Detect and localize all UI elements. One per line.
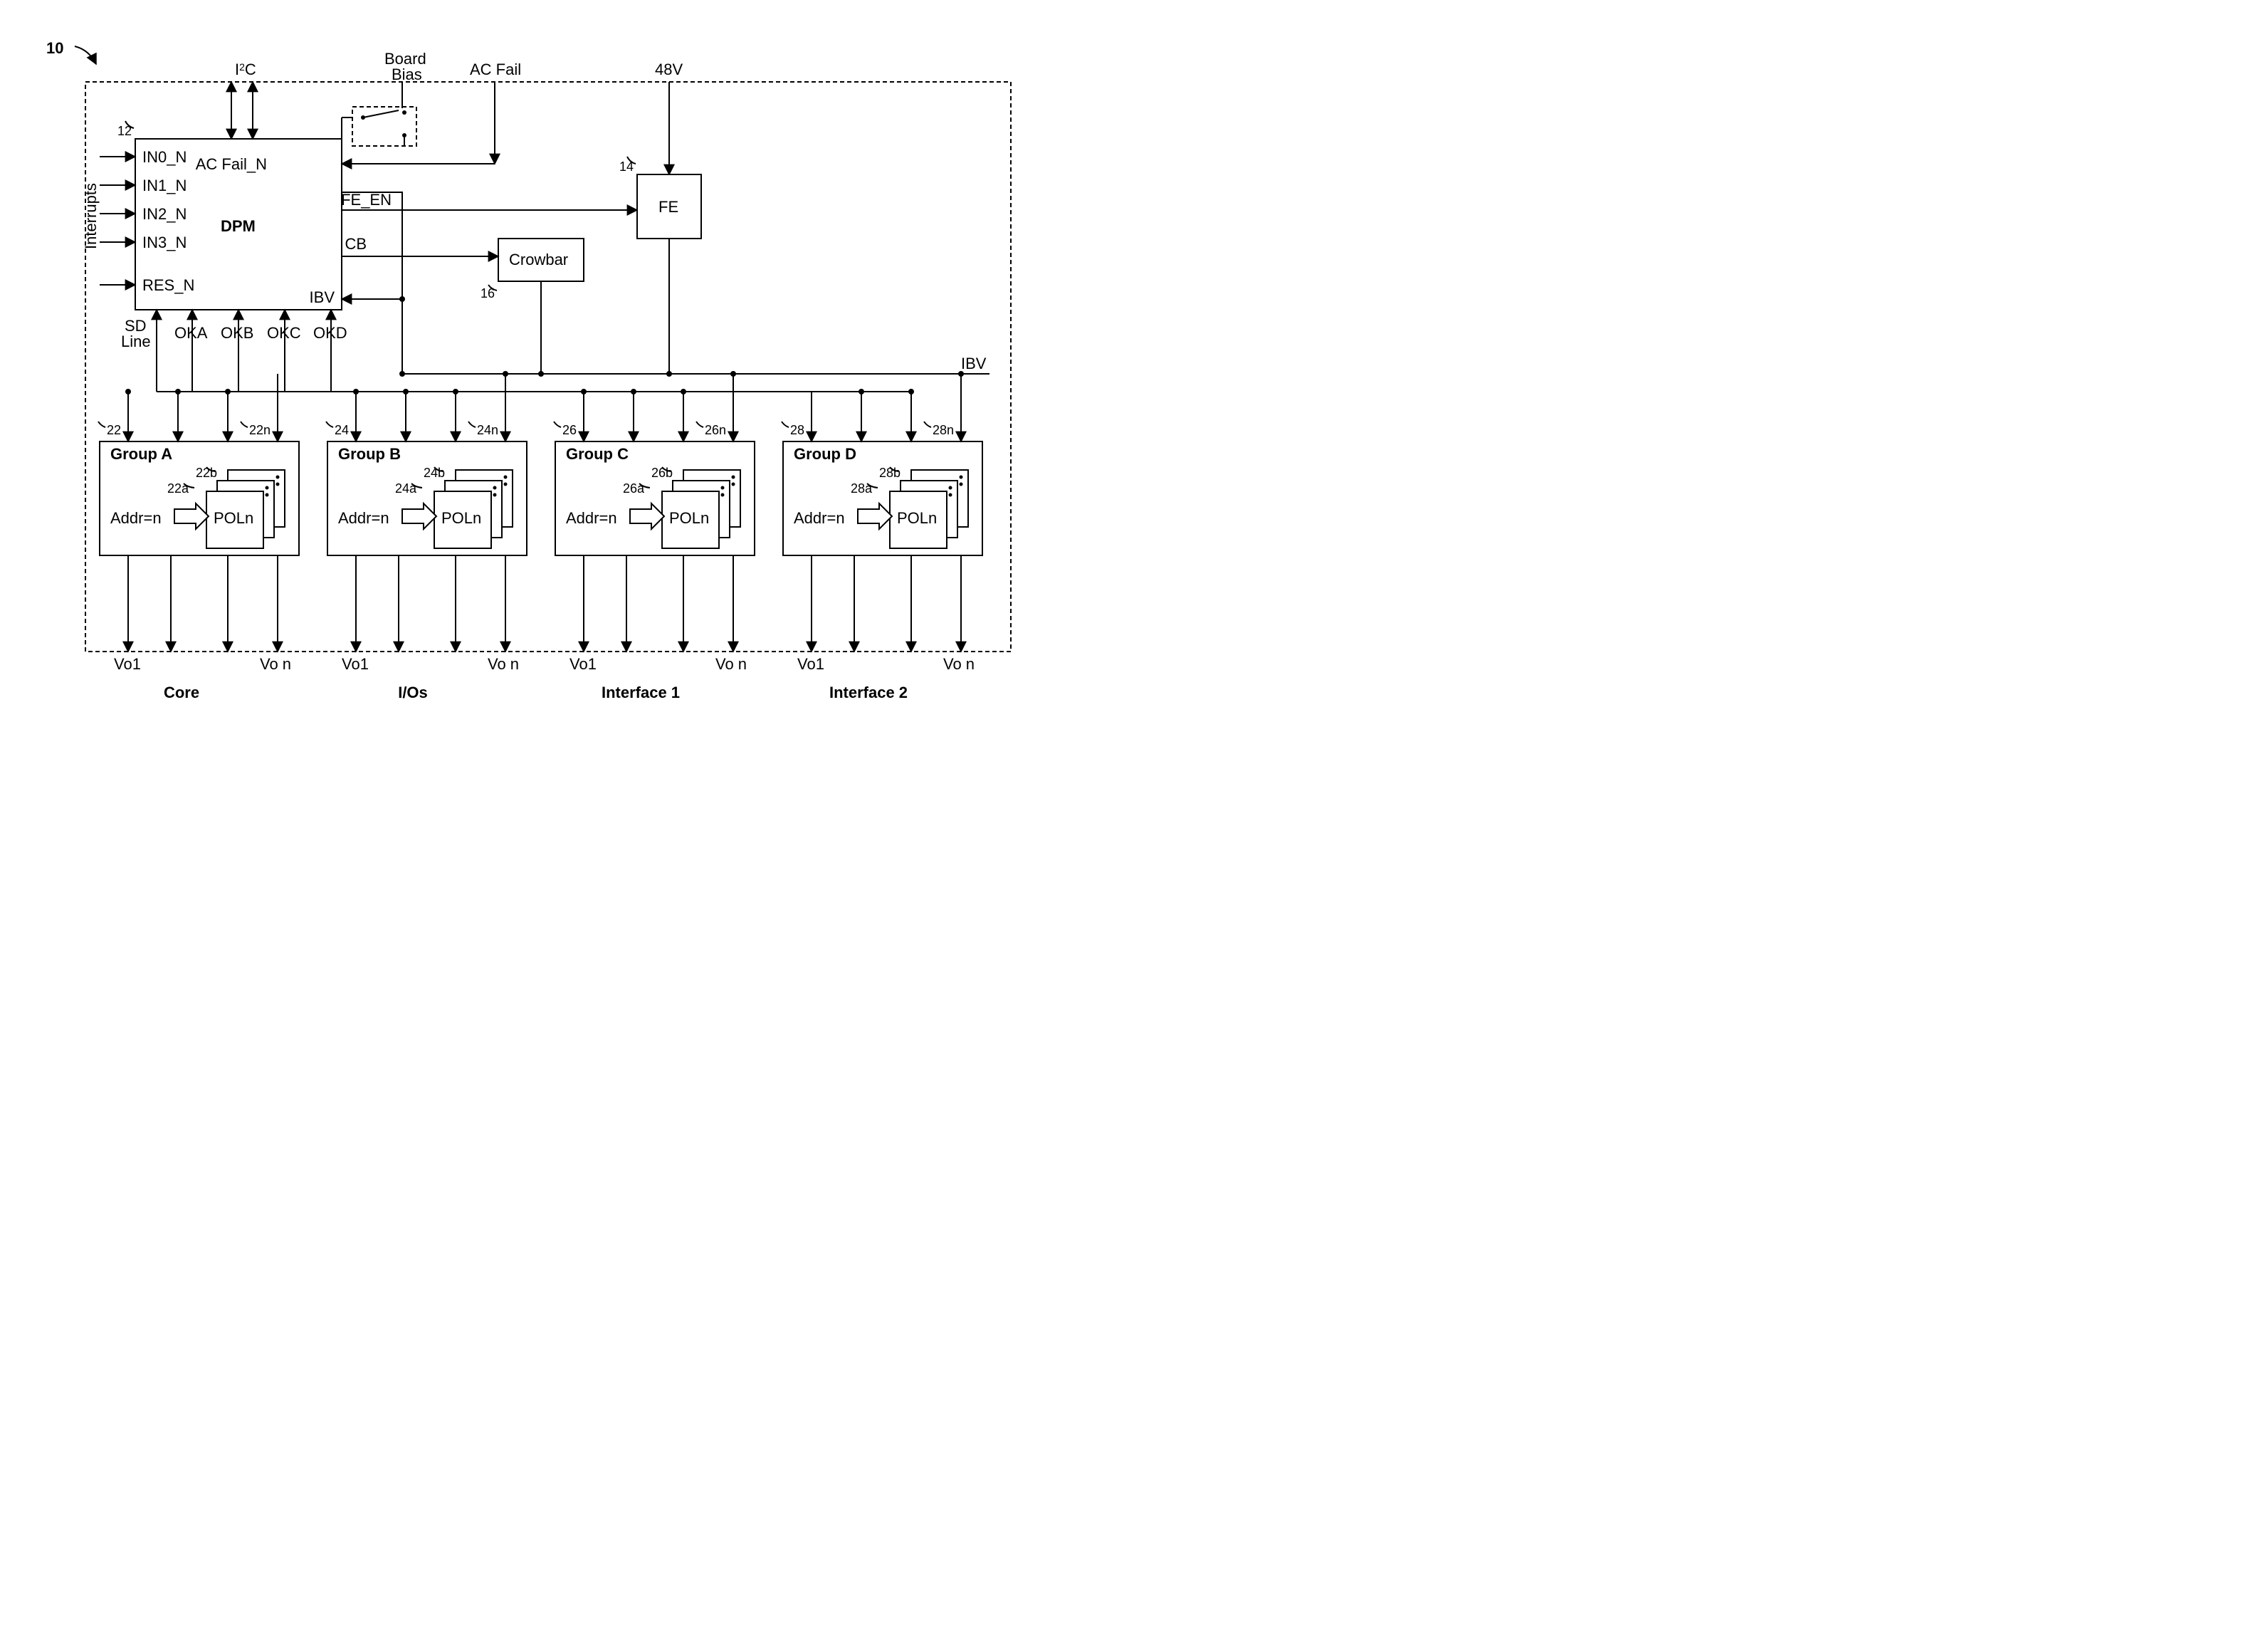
ibv-bus-label: IBV [961,355,987,372]
group-c-refn: 26n [705,423,726,437]
crowbar-block: Crowbar 16 [481,239,584,300]
group-d-addr: Addr=n [794,509,845,527]
group-a-ref: 22 [107,423,121,437]
group-d-refa: 28a [851,481,873,496]
dpm-res: RES_N [142,276,194,294]
group-b-addr: Addr=n [338,509,389,527]
ac-fail-label: AC Fail [470,61,521,78]
dpm-in3: IN3_N [142,234,187,251]
group-c-von: Vo n [715,655,747,673]
group-b-refn: 24n [477,423,498,437]
group-d-bottom: Interface 2 [829,684,908,701]
diagram-canvas: 10 I2C BoardBias AC Fail 48V DPM 12 IN0_… [14,14,1046,762]
group-c-vo1: Vo1 [569,655,597,673]
group-a-von: Vo n [260,655,291,673]
group-a-title: Group A [110,445,172,463]
group-b: Group B 24 24n POLn 24b 24a Addr=n [326,422,527,555]
dpm-feen: FE_EN [341,191,392,209]
group-b-pol: POLn [441,509,481,527]
group-c-refa: 26a [623,481,645,496]
group-b-refa: 24a [395,481,417,496]
dpm-in2: IN2_N [142,205,187,223]
group-b-bottom: I/Os [398,684,428,701]
group-b-ref: 24 [335,423,349,437]
ok-c: OKC [267,324,301,342]
group-d-refn: 28n [933,423,954,437]
group-d-vo1: Vo1 [797,655,824,673]
group-c-bottom: Interface 1 [602,684,680,701]
board-bias-label: BoardBias [384,50,426,83]
group-d-ref: 28 [790,423,804,437]
ok-b: OKB [221,324,253,342]
dpm-in1: IN1_N [142,177,187,194]
group-b-von: Vo n [488,655,519,673]
group-a: Group A 22 22n POLn 22b 22a Addr=n [98,422,299,555]
fe-block: FE 14 [619,157,701,239]
ok-a: OKA [174,324,208,342]
fe-label: FE [658,198,678,216]
group-a-addr: Addr=n [110,509,162,527]
crowbar-label: Crowbar [509,251,568,268]
group-c-addr: Addr=n [566,509,617,527]
group-a-refn: 22n [249,423,271,437]
group-c: Group C 26 26n POLn 26b 26a Addr=n [554,422,755,555]
interrupts-label: Interrupts [82,183,100,249]
group-c-pol: POLn [669,509,709,527]
dpm-cb: CB [345,235,367,253]
group-d-title: Group D [794,445,856,463]
group-d-pol: POLn [897,509,937,527]
v48-label: 48V [655,61,683,78]
group-a-refa: 22a [167,481,189,496]
group-c-ref: 26 [562,423,577,437]
dpm-in0: IN0_N [142,148,187,166]
group-c-title: Group C [566,445,629,463]
group-d-von: Vo n [943,655,975,673]
ok-d: OKD [313,324,347,342]
fig-ref: 10 [46,39,63,57]
group-b-vo1: Vo1 [342,655,369,673]
group-a-bottom: Core [164,684,199,701]
group-a-pol: POLn [214,509,253,527]
dpm-block: DPM 12 IN0_N IN1_N IN2_N IN3_N RES_N Int… [82,121,392,350]
i2c-label: I2C [235,61,256,78]
dpm-acfail: AC Fail_N [196,155,267,173]
dpm-ibv: IBV [310,288,335,306]
group-d: Group D 28 28n POLn 28b 28a Addr=n [782,422,982,555]
group-b-title: Group B [338,445,401,463]
group-a-vo1: Vo1 [114,655,141,673]
dpm-label: DPM [221,217,256,235]
sd-line-label: SDLine [121,317,151,350]
